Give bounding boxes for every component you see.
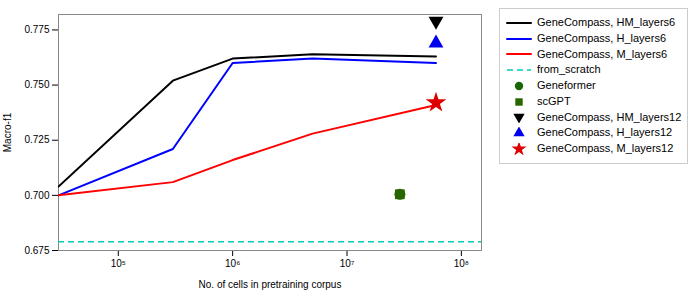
svg-text:0.725: 0.725 [24, 134, 49, 145]
html-text:GeneCompass, H_layers6: GeneCompass, H_layers6 [537, 31, 666, 44]
html-text:GeneCompass, H_layers12: GeneCompass, H_layers12 [537, 126, 673, 139]
svg-text:0.700: 0.700 [24, 190, 49, 201]
svg-text:0.775: 0.775 [24, 24, 49, 35]
svg-text:10⁶: 10⁶ [225, 258, 240, 269]
html-text:scGPT: scGPT [537, 94, 571, 107]
html-text:GeneCompass, M_layers12: GeneCompass, M_layers12 [537, 142, 674, 154]
html-text:GeneCompass, HM_layers6: GeneCompass, HM_layers6 [537, 16, 676, 28]
html-text:from_scratch: from_scratch [537, 63, 601, 76]
html-text:GeneCompass, M_layers6: GeneCompass, M_layers6 [537, 47, 668, 60]
svg-text:10⁵: 10⁵ [111, 258, 126, 269]
svg-text:0.750: 0.750 [24, 79, 49, 90]
html-text:GeneCompass, HM_layers12: GeneCompass, HM_layers12 [537, 110, 682, 123]
svg-text:No. of cells in pretraining co: No. of cells in pretraining corpus [199, 279, 342, 290]
svg-text:10⁸: 10⁸ [454, 258, 469, 269]
svg-text:0.675: 0.675 [24, 245, 49, 256]
svg-text:Macro-f1: Macro-f1 [2, 112, 13, 152]
svg-text:10⁷: 10⁷ [340, 258, 355, 269]
html-text:Geneformer: Geneformer [537, 79, 596, 91]
